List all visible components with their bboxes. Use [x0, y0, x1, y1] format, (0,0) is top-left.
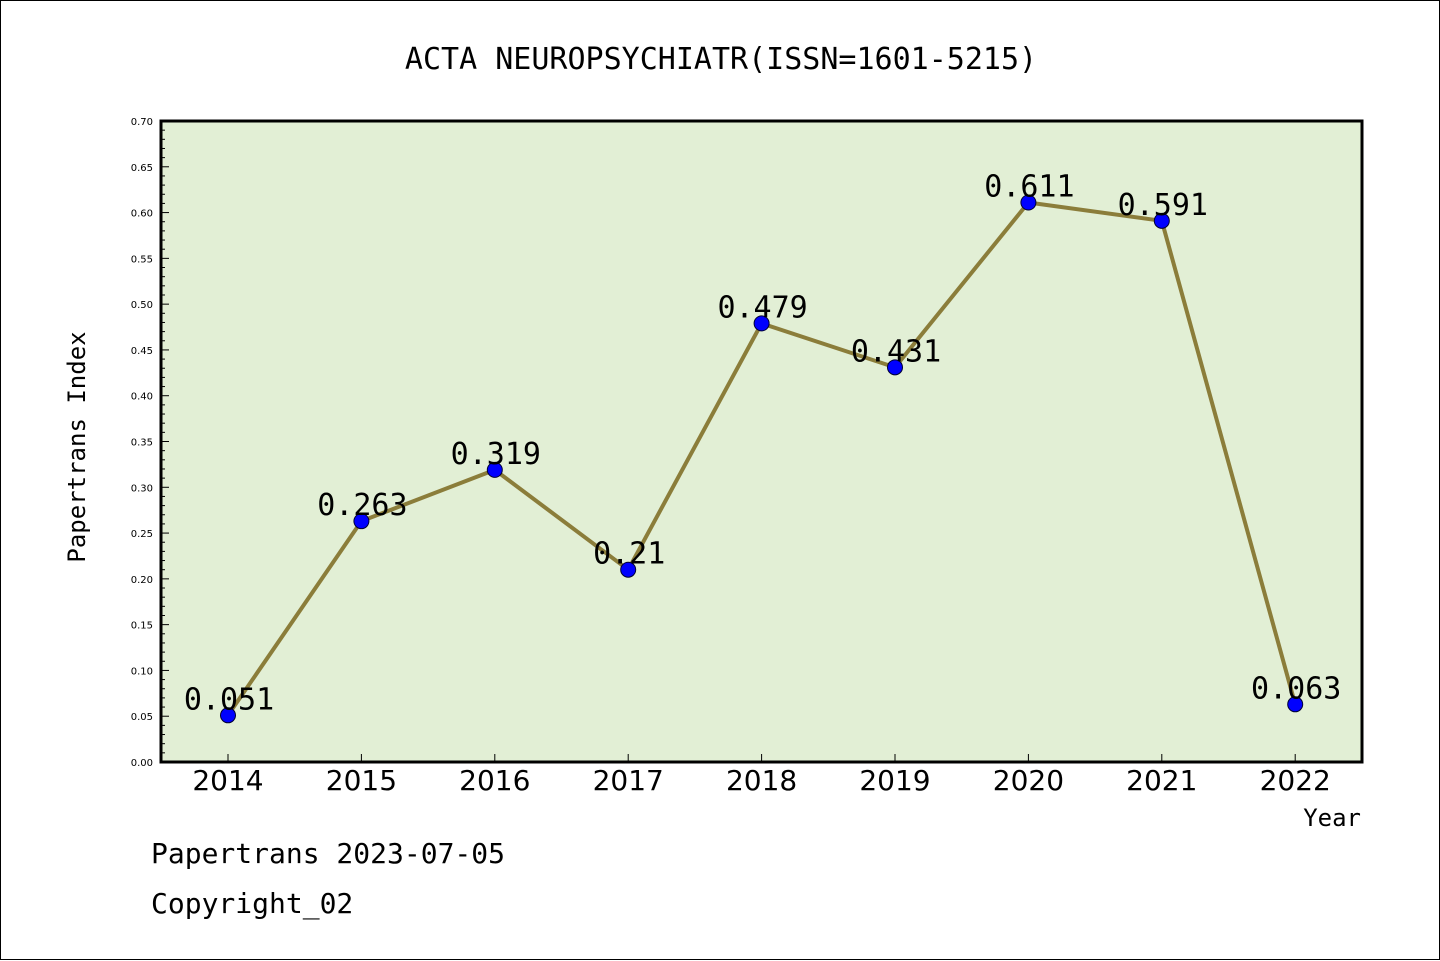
footer-copyright: Copyright_02: [151, 887, 354, 920]
y-tick-label: 0.10: [131, 666, 153, 677]
data-point: [1153, 212, 1170, 229]
data-point: [220, 707, 236, 724]
data-label: 0.263: [317, 488, 407, 523]
data-label: 0.21: [593, 537, 665, 572]
y-tick-label: 0.70: [131, 117, 153, 128]
y-tick-label: 0.65: [131, 163, 153, 174]
footer-date: Papertrans 2023-07-05: [151, 837, 506, 870]
plot-border: [159, 119, 1364, 764]
data-point: [753, 315, 770, 332]
data-point: [887, 359, 903, 376]
y-tick-label: 0.25: [131, 529, 153, 540]
data-label: 0.319: [451, 437, 541, 472]
y-tick-label: 0.60: [131, 209, 153, 220]
x-axis: 2014 2015 2016 2017 2018 2019 2020 2021 2022: [192, 754, 1331, 797]
data-point: [486, 461, 503, 478]
data-label: 0.611: [984, 169, 1074, 204]
y-tick-label: 0.35: [131, 438, 153, 449]
y-tick-label: 0.00: [131, 758, 153, 769]
y-tick-label: 0.55: [131, 254, 153, 265]
x-tick-label: 2020: [993, 764, 1064, 797]
y-tick-label: 0.50: [131, 300, 153, 311]
series-group: [220, 194, 1304, 724]
data-point: [1287, 696, 1304, 713]
y-tick-label: 0.15: [131, 621, 153, 632]
data-point: [1020, 194, 1037, 211]
x-tick-label: 2016: [459, 764, 530, 797]
y-tick-label: 0.45: [131, 346, 153, 357]
data-label: 0.051: [184, 682, 274, 717]
y-axis: 0.00 0.05 0.10 0.15 0.20 0.25 0.30 0.35 0.40 0.45…: [131, 117, 169, 769]
y-tick-label: 0.30: [131, 483, 153, 494]
y-tick-label: 0.20: [131, 575, 153, 586]
x-tick-label: 2017: [593, 764, 664, 797]
x-tick-label: 2022: [1260, 764, 1331, 797]
chart-title: ACTA NEUROPSYCHIATR(ISSN=1601-5215): [405, 42, 1037, 77]
y-tick-label: 0.05: [131, 712, 153, 723]
data-label: 0.431: [851, 334, 941, 369]
y-axis-label: Papertrans Index: [63, 331, 91, 562]
data-point: [353, 513, 370, 530]
data-label: 0.479: [717, 290, 807, 325]
x-tick-label: 2015: [326, 764, 397, 797]
x-tick-label: 2018: [726, 764, 797, 797]
data-label-group: 0.051 0.263 0.319 0.21 0.479 0.431 0.611 0.591 0…: [184, 169, 1342, 717]
x-tick-label: 2021: [1126, 764, 1197, 797]
data-point: [620, 561, 637, 578]
y-tick-label: 0.40: [131, 392, 153, 403]
x-tick-label: 2014: [192, 764, 263, 797]
data-label: 0.591: [1118, 188, 1208, 223]
x-axis-label: Year: [1303, 804, 1361, 832]
x-tick-label: 2019: [859, 764, 930, 797]
data-label: 0.063: [1251, 671, 1341, 706]
